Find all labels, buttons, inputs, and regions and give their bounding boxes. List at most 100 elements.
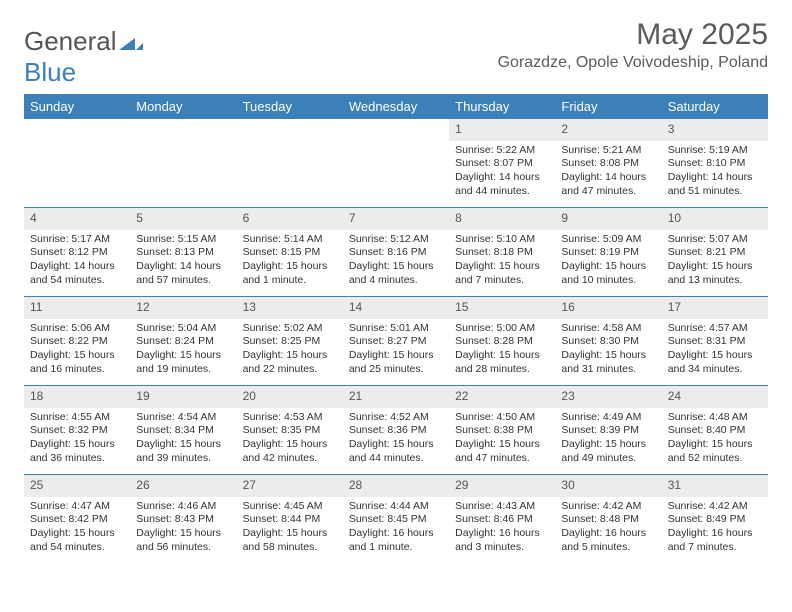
calendar-day: 3Sunrise: 5:19 AMSunset: 8:10 PMDaylight… (662, 119, 768, 207)
day-body: Sunrise: 4:54 AMSunset: 8:34 PMDaylight:… (130, 408, 236, 472)
calendar-day: 7Sunrise: 5:12 AMSunset: 8:16 PMDaylight… (343, 208, 449, 296)
day-body: Sunrise: 5:04 AMSunset: 8:24 PMDaylight:… (130, 319, 236, 383)
day-number: 26 (130, 475, 236, 497)
sunset-line: Sunset: 8:16 PM (349, 246, 443, 260)
calendar-day: 11Sunrise: 5:06 AMSunset: 8:22 PMDayligh… (24, 297, 130, 385)
sunset-line: Sunset: 8:25 PM (243, 335, 337, 349)
day-number: 10 (662, 208, 768, 230)
daylight-line: Daylight: 15 hours and 19 minutes. (136, 349, 230, 376)
sunrise-line: Sunrise: 4:46 AM (136, 500, 230, 514)
daylight-line: Daylight: 15 hours and 28 minutes. (455, 349, 549, 376)
day-number: 4 (24, 208, 130, 230)
daylight-line: Daylight: 14 hours and 54 minutes. (30, 260, 124, 287)
daylight-line: Daylight: 15 hours and 52 minutes. (668, 438, 762, 465)
day-number (343, 119, 449, 141)
sunset-line: Sunset: 8:30 PM (561, 335, 655, 349)
day-number (24, 119, 130, 141)
day-number: 20 (237, 386, 343, 408)
sunset-line: Sunset: 8:08 PM (561, 157, 655, 171)
day-number: 31 (662, 475, 768, 497)
sunset-line: Sunset: 8:21 PM (668, 246, 762, 260)
day-number: 14 (343, 297, 449, 319)
calendar-day: 8Sunrise: 5:10 AMSunset: 8:18 PMDaylight… (449, 208, 555, 296)
calendar-day: 31Sunrise: 4:42 AMSunset: 8:49 PMDayligh… (662, 475, 768, 563)
daylight-line: Daylight: 15 hours and 25 minutes. (349, 349, 443, 376)
sunrise-line: Sunrise: 4:58 AM (561, 322, 655, 336)
day-number (237, 119, 343, 141)
sunrise-line: Sunrise: 4:48 AM (668, 411, 762, 425)
calendar-day-empty (24, 119, 130, 207)
sunset-line: Sunset: 8:22 PM (30, 335, 124, 349)
daylight-line: Daylight: 15 hours and 39 minutes. (136, 438, 230, 465)
calendar-week: 18Sunrise: 4:55 AMSunset: 8:32 PMDayligh… (24, 386, 768, 475)
logo-word1: General (24, 26, 117, 56)
day-body: Sunrise: 5:09 AMSunset: 8:19 PMDaylight:… (555, 230, 661, 294)
logo-text: General Blue (24, 26, 143, 88)
calendar-day: 10Sunrise: 5:07 AMSunset: 8:21 PMDayligh… (662, 208, 768, 296)
day-body: Sunrise: 4:55 AMSunset: 8:32 PMDaylight:… (24, 408, 130, 472)
calendar-day-empty (343, 119, 449, 207)
calendar-day: 30Sunrise: 4:42 AMSunset: 8:48 PMDayligh… (555, 475, 661, 563)
sunrise-line: Sunrise: 5:22 AM (455, 144, 549, 158)
sunrise-line: Sunrise: 4:42 AM (561, 500, 655, 514)
calendar-day: 4Sunrise: 5:17 AMSunset: 8:12 PMDaylight… (24, 208, 130, 296)
day-number: 30 (555, 475, 661, 497)
sunset-line: Sunset: 8:32 PM (30, 424, 124, 438)
day-number: 19 (130, 386, 236, 408)
sunset-line: Sunset: 8:40 PM (668, 424, 762, 438)
sunset-line: Sunset: 8:49 PM (668, 513, 762, 527)
day-number: 15 (449, 297, 555, 319)
daylight-line: Daylight: 16 hours and 1 minute. (349, 527, 443, 554)
sunset-line: Sunset: 8:12 PM (30, 246, 124, 260)
day-body: Sunrise: 4:49 AMSunset: 8:39 PMDaylight:… (555, 408, 661, 472)
sunrise-line: Sunrise: 5:19 AM (668, 144, 762, 158)
calendar-day: 25Sunrise: 4:47 AMSunset: 8:42 PMDayligh… (24, 475, 130, 563)
daylight-line: Daylight: 15 hours and 36 minutes. (30, 438, 124, 465)
day-number: 6 (237, 208, 343, 230)
sunrise-line: Sunrise: 5:21 AM (561, 144, 655, 158)
day-body: Sunrise: 4:45 AMSunset: 8:44 PMDaylight:… (237, 497, 343, 561)
day-header: Friday (555, 94, 661, 119)
sunrise-line: Sunrise: 4:57 AM (668, 322, 762, 336)
daylight-line: Daylight: 15 hours and 58 minutes. (243, 527, 337, 554)
day-number: 3 (662, 119, 768, 141)
day-body: Sunrise: 4:46 AMSunset: 8:43 PMDaylight:… (130, 497, 236, 561)
calendar-day-empty (237, 119, 343, 207)
sunset-line: Sunset: 8:31 PM (668, 335, 762, 349)
daylight-line: Daylight: 15 hours and 4 minutes. (349, 260, 443, 287)
sunset-line: Sunset: 8:18 PM (455, 246, 549, 260)
sunset-line: Sunset: 8:36 PM (349, 424, 443, 438)
sunset-line: Sunset: 8:34 PM (136, 424, 230, 438)
sunset-line: Sunset: 8:24 PM (136, 335, 230, 349)
calendar-week: 1Sunrise: 5:22 AMSunset: 8:07 PMDaylight… (24, 119, 768, 208)
day-body: Sunrise: 4:50 AMSunset: 8:38 PMDaylight:… (449, 408, 555, 472)
daylight-line: Daylight: 15 hours and 13 minutes. (668, 260, 762, 287)
day-body: Sunrise: 5:21 AMSunset: 8:08 PMDaylight:… (555, 141, 661, 205)
logo-word2: Blue (24, 57, 76, 87)
day-body: Sunrise: 5:17 AMSunset: 8:12 PMDaylight:… (24, 230, 130, 294)
sunrise-line: Sunrise: 5:06 AM (30, 322, 124, 336)
day-number (130, 119, 236, 141)
calendar-day: 27Sunrise: 4:45 AMSunset: 8:44 PMDayligh… (237, 475, 343, 563)
calendar-day: 13Sunrise: 5:02 AMSunset: 8:25 PMDayligh… (237, 297, 343, 385)
calendar-day: 23Sunrise: 4:49 AMSunset: 8:39 PMDayligh… (555, 386, 661, 474)
sunrise-line: Sunrise: 4:42 AM (668, 500, 762, 514)
day-number: 1 (449, 119, 555, 141)
daylight-line: Daylight: 15 hours and 31 minutes. (561, 349, 655, 376)
day-number: 24 (662, 386, 768, 408)
day-number: 8 (449, 208, 555, 230)
calendar-day: 17Sunrise: 4:57 AMSunset: 8:31 PMDayligh… (662, 297, 768, 385)
sunrise-line: Sunrise: 5:14 AM (243, 233, 337, 247)
sunrise-line: Sunrise: 4:54 AM (136, 411, 230, 425)
sunrise-line: Sunrise: 5:04 AM (136, 322, 230, 336)
sunrise-line: Sunrise: 4:44 AM (349, 500, 443, 514)
sunset-line: Sunset: 8:28 PM (455, 335, 549, 349)
sunrise-line: Sunrise: 5:10 AM (455, 233, 549, 247)
sunset-line: Sunset: 8:46 PM (455, 513, 549, 527)
sunset-line: Sunset: 8:44 PM (243, 513, 337, 527)
calendar-day: 16Sunrise: 4:58 AMSunset: 8:30 PMDayligh… (555, 297, 661, 385)
day-number: 25 (24, 475, 130, 497)
day-body: Sunrise: 5:02 AMSunset: 8:25 PMDaylight:… (237, 319, 343, 383)
day-number: 17 (662, 297, 768, 319)
daylight-line: Daylight: 14 hours and 44 minutes. (455, 171, 549, 198)
